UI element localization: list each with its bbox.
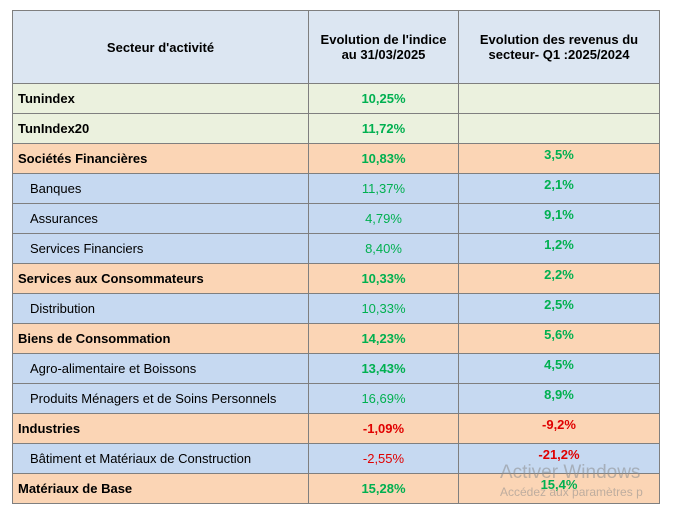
header-index-line1: Evolution de l'indice xyxy=(320,32,447,47)
index-cell: -2,55% xyxy=(308,443,459,474)
revenue-cell xyxy=(458,83,660,114)
sector-cell: Biens de Consommation xyxy=(12,323,309,354)
revenue-cell: 2,2% xyxy=(458,263,660,294)
table-row: Biens de Consommation 14,23% 5,6% xyxy=(12,323,660,354)
index-cell: 16,69% xyxy=(308,383,459,414)
header-row: Secteur d'activité Evolution de l'indice… xyxy=(12,10,660,84)
revenue-cell: 2,5% xyxy=(458,293,660,324)
index-cell: 15,28% xyxy=(308,473,459,504)
revenue-cell: 4,5% xyxy=(458,353,660,384)
index-cell: 4,79% xyxy=(308,203,459,234)
header-index-line2: au 31/03/2025 xyxy=(341,47,426,62)
table-row: Agro-alimentaire et Boissons 13,43% 4,5% xyxy=(12,353,660,384)
index-cell: 11,72% xyxy=(308,113,459,144)
table-row: Banques 11,37% 2,1% xyxy=(12,173,660,204)
index-cell: -1,09% xyxy=(308,413,459,444)
table-row: Services aux Consommateurs 10,33% 2,2% xyxy=(12,263,660,294)
table-row: Assurances 4,79% 9,1% xyxy=(12,203,660,234)
sector-cell: Services Financiers xyxy=(12,233,309,264)
sector-cell: Distribution xyxy=(12,293,309,324)
index-cell: 11,37% xyxy=(308,173,459,204)
sector-cell: Banques xyxy=(12,173,309,204)
index-cell: 14,23% xyxy=(308,323,459,354)
sector-cell: Agro-alimentaire et Boissons xyxy=(12,353,309,384)
table-row: Bâtiment et Matériaux de Construction -2… xyxy=(12,443,660,474)
index-cell: 10,83% xyxy=(308,143,459,174)
index-cell: 10,25% xyxy=(308,83,459,114)
index-cell: 10,33% xyxy=(308,293,459,324)
sector-cell: Matériaux de Base xyxy=(12,473,309,504)
header-index-evolution: Evolution de l'indice au 31/03/2025 xyxy=(308,10,459,84)
index-cell: 13,43% xyxy=(308,353,459,384)
revenue-cell: 9,1% xyxy=(458,203,660,234)
table-row: Sociétés Financières 10,83% 3,5% xyxy=(12,143,660,174)
table-row: TunIndex20 11,72% xyxy=(12,113,660,144)
sector-cell: Assurances xyxy=(12,203,309,234)
revenue-cell: 5,6% xyxy=(458,323,660,354)
sector-cell: Sociétés Financières xyxy=(12,143,309,174)
revenue-cell: 8,9% xyxy=(458,383,660,414)
sector-cell: Produits Ménagers et de Soins Personnels xyxy=(12,383,309,414)
revenue-cell: 3,5% xyxy=(458,143,660,174)
header-sector-label: Secteur d'activité xyxy=(106,39,215,55)
table-row: Distribution 10,33% 2,5% xyxy=(12,293,660,324)
table-row: Matériaux de Base 15,28% 15,4% xyxy=(12,473,660,504)
header-sector: Secteur d'activité xyxy=(12,10,309,84)
revenue-cell: -21,2% xyxy=(458,443,660,474)
table-row: Services Financiers 8,40% 1,2% xyxy=(12,233,660,264)
revenue-cell: -9,2% xyxy=(458,413,660,444)
revenue-cell: 2,1% xyxy=(458,173,660,204)
sector-cell: Tunindex xyxy=(12,83,309,114)
header-revenue-line2: secteur- Q1 :2025/2024 xyxy=(488,47,630,62)
table-row: Tunindex 10,25% xyxy=(12,83,660,114)
table-row: Produits Ménagers et de Soins Personnels… xyxy=(12,383,660,414)
revenue-cell xyxy=(458,113,660,144)
header-revenue-line1: Evolution des revenus du xyxy=(479,32,639,47)
header-revenue-evolution: Evolution des revenus du secteur- Q1 :20… xyxy=(458,10,660,84)
sector-cell: Services aux Consommateurs xyxy=(12,263,309,294)
table-row: Industries -1,09% -9,2% xyxy=(12,413,660,444)
sector-cell: Bâtiment et Matériaux de Construction xyxy=(12,443,309,474)
revenue-cell: 1,2% xyxy=(458,233,660,264)
sector-cell: TunIndex20 xyxy=(12,113,309,144)
sector-performance-table: Secteur d'activité Evolution de l'indice… xyxy=(12,10,660,504)
index-cell: 8,40% xyxy=(308,233,459,264)
sector-cell: Industries xyxy=(12,413,309,444)
revenue-cell: 15,4% xyxy=(458,473,660,504)
index-cell: 10,33% xyxy=(308,263,459,294)
